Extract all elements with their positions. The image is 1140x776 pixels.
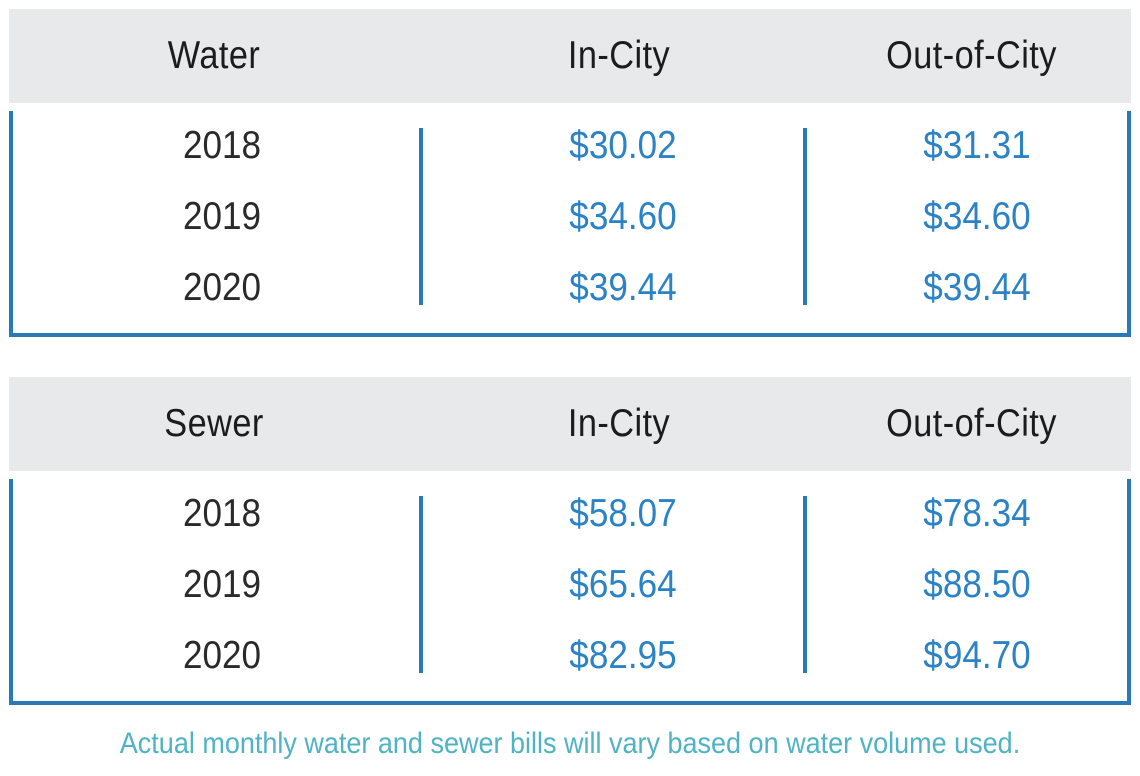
table-row: 2020 $82.95 $94.70 [13,621,1127,691]
in-city-rate: $39.44 [569,266,677,309]
water-table-body: 2018 $30.02 $31.31 2019 $34.60 $34.60 20… [9,111,1131,337]
year-cell: 2018 [182,492,262,535]
table-row: 2018 $30.02 $31.31 [13,111,1127,181]
out-of-city-rate: $78.34 [923,492,1031,535]
in-city-rate: $30.02 [569,124,677,167]
out-of-city-rate: $34.60 [923,195,1031,238]
header-category: Sewer [164,402,264,445]
sewer-rates-table: Sewer In-City Out-of-City 2018 $58.07 $7… [9,377,1131,705]
header-out-of-city: Out-of-City [886,402,1057,445]
column-divider [419,496,423,673]
year-cell: 2019 [182,195,262,238]
table-row: 2018 $58.07 $78.34 [13,479,1127,549]
in-city-rate: $34.60 [569,195,677,238]
column-divider [419,128,423,305]
table-row: 2019 $34.60 $34.60 [13,182,1127,252]
header-in-city: In-City [567,402,671,445]
in-city-rate: $65.64 [569,563,677,606]
year-cell: 2019 [182,563,262,606]
out-of-city-rate: $88.50 [923,563,1031,606]
header-out-of-city: Out-of-City [886,34,1057,77]
year-cell: 2020 [182,634,262,677]
water-rates-table: Water In-City Out-of-City 2018 $30.02 $3… [9,9,1131,337]
column-divider [803,496,807,673]
header-category: Water [167,34,261,77]
water-table-header: Water In-City Out-of-City [9,9,1131,103]
table-row: 2019 $65.64 $88.50 [13,550,1127,620]
out-of-city-rate: $31.31 [923,124,1031,167]
out-of-city-rate: $39.44 [923,266,1031,309]
column-divider [803,128,807,305]
table-row: 2020 $39.44 $39.44 [13,253,1127,323]
in-city-rate: $58.07 [569,492,677,535]
footnote: Actual monthly water and sewer bills wil… [119,727,1021,760]
in-city-rate: $82.95 [569,634,677,677]
year-cell: 2018 [182,124,262,167]
out-of-city-rate: $94.70 [923,634,1031,677]
year-cell: 2020 [182,266,262,309]
header-in-city: In-City [567,34,671,77]
sewer-table-body: 2018 $58.07 $78.34 2019 $65.64 $88.50 20… [9,479,1131,705]
sewer-table-header: Sewer In-City Out-of-City [9,377,1131,471]
